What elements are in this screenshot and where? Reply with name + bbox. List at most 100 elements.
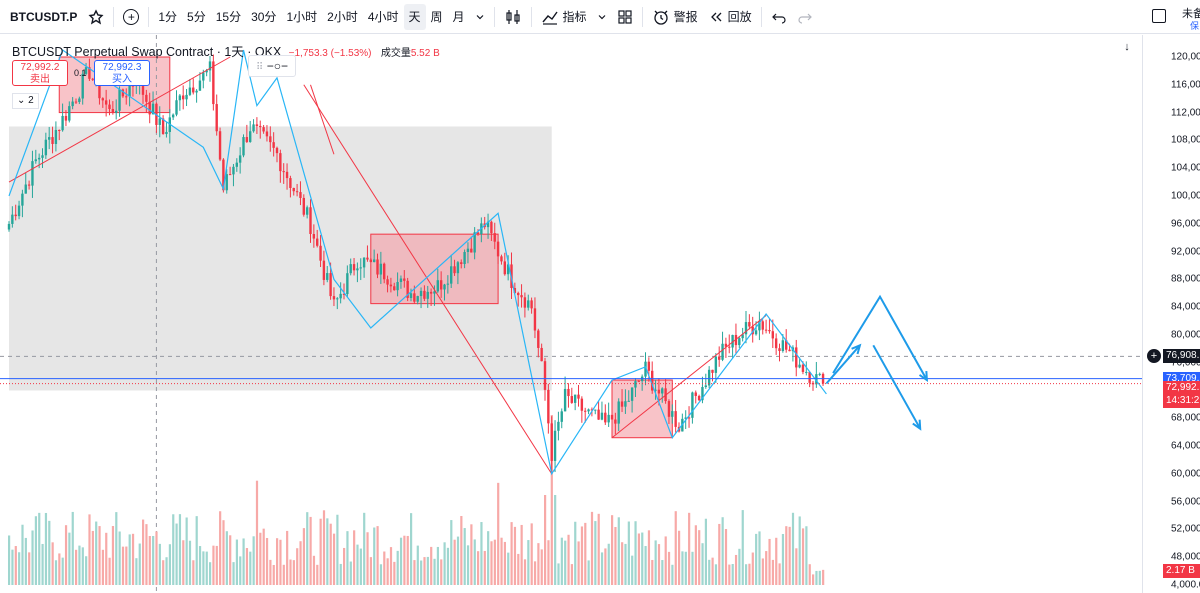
candle-body (634, 381, 637, 388)
candle-body (547, 389, 550, 424)
candle-body (503, 261, 506, 275)
toolbar-divider (493, 6, 495, 27)
candle-body (661, 388, 664, 394)
volume-bar (738, 548, 741, 585)
volume-bar (95, 521, 98, 585)
volume-bar (262, 528, 265, 585)
candles-chart-type-icon[interactable] (499, 4, 527, 30)
legend-title: BTCUSDT Perpetual Swap Contract · 1天 · O… (12, 45, 282, 59)
candle-body (161, 118, 165, 135)
candle-body (704, 385, 707, 387)
candle-body (31, 161, 34, 186)
add-symbol-icon[interactable]: + (118, 4, 144, 30)
interval-dropdown-chevron-icon[interactable] (470, 4, 490, 30)
interval-10-button[interactable]: 月 (452, 10, 465, 24)
interval-9-button[interactable]: 周 (430, 10, 443, 24)
candle-body (470, 248, 473, 253)
candle-body (476, 232, 480, 235)
volume-bar (567, 534, 570, 585)
candle-body (158, 118, 161, 125)
indicators-button[interactable]: 指标 (536, 4, 592, 30)
redo-icon[interactable] (792, 4, 818, 30)
volume-bar (138, 543, 141, 585)
price-chart[interactable] (0, 35, 1142, 593)
candle-body (563, 388, 567, 412)
chart-pane[interactable]: BTCUSDT Perpetual Swap Contract · 1天 · O… (0, 35, 1142, 593)
candle-body (182, 95, 185, 100)
candle-body (342, 293, 346, 295)
volume-bar (373, 527, 376, 585)
volume-bar (205, 551, 208, 585)
account-label[interactable]: 未备 (1182, 8, 1200, 20)
candle-body (493, 233, 496, 242)
candle-body (295, 191, 299, 193)
layout-grid-icon[interactable] (612, 4, 638, 30)
indicators-chevron-icon[interactable] (592, 4, 612, 30)
candle-body (349, 264, 352, 274)
account-sublabel[interactable]: 保 (1190, 21, 1200, 31)
candle-body (312, 234, 316, 239)
interval-4-button[interactable]: 30分 (251, 10, 277, 24)
drawing-tool-panel[interactable]: ⠿ −○− (248, 55, 296, 77)
candle-body (530, 300, 533, 309)
volume-bar (68, 532, 71, 585)
volume-bar (584, 522, 587, 585)
volume-bar (490, 541, 493, 585)
volume-bar (292, 560, 295, 585)
interval-6-button[interactable]: 2小时 (327, 10, 358, 24)
volume-bar (745, 564, 748, 585)
interval-5-button[interactable]: 1小时 (286, 10, 318, 24)
candle-body (366, 257, 369, 260)
candle-body (557, 421, 560, 431)
volume-bar (587, 560, 590, 585)
sell-label: 卖出 (30, 74, 50, 85)
undo-icon[interactable] (766, 4, 792, 30)
volume-bar (309, 516, 312, 585)
replay-button[interactable]: 回放 (703, 4, 757, 30)
fullscreen-icon[interactable] (1152, 9, 1166, 23)
volume-bar (557, 563, 560, 585)
indicator-count-toggle[interactable]: ⌄ 2 (12, 93, 39, 109)
volume-bar (480, 522, 483, 585)
buy-button[interactable]: 72,992.3 买入 (94, 60, 150, 86)
candle-body (600, 412, 604, 420)
candle-body (416, 296, 419, 302)
symbol-search-button[interactable]: BTCUSDT.P (10, 9, 78, 24)
favorite-icon[interactable] (83, 4, 109, 30)
volume-bar (18, 552, 21, 585)
volume-bar (279, 539, 282, 585)
interval-7-button[interactable]: 4小时 (367, 10, 399, 24)
add-alert-plus-icon[interactable]: + (1147, 349, 1161, 364)
alert-button[interactable]: 警报 (647, 4, 703, 30)
volume-bar (607, 543, 610, 585)
volume-bar (105, 532, 108, 585)
candle-body (279, 153, 282, 172)
volume-bar (296, 548, 299, 585)
candle-body (473, 232, 476, 253)
price-axis[interactable]: 120,000. 116,000. 112,000. 108,000. 104,000.… (1142, 35, 1200, 593)
volume-bar (379, 564, 383, 585)
candle-body (151, 103, 155, 115)
candle-body (54, 129, 58, 144)
sell-button[interactable]: 72,992.2 卖出 (12, 60, 68, 86)
interval-3-button[interactable]: 15分 (215, 10, 242, 24)
line-tool-icon[interactable]: −○− (266, 59, 288, 73)
interval-8-button[interactable]: 天 (403, 3, 426, 30)
interval-1-button[interactable]: 1分 (158, 10, 178, 24)
rewind-icon (710, 12, 722, 21)
candle-body (81, 73, 84, 99)
interval-2-button[interactable]: 5分 (187, 10, 206, 24)
candle-body (302, 197, 305, 215)
volume-bar (433, 558, 436, 585)
candle-body (215, 104, 218, 132)
candle-body (778, 348, 781, 352)
candle-body (393, 286, 396, 291)
drag-handle-icon[interactable]: ⠿ (256, 62, 264, 73)
candle-body (721, 343, 724, 360)
volume-bar (765, 551, 768, 585)
candle-body (577, 394, 580, 399)
candle-body (316, 238, 319, 246)
volume-bar (75, 549, 78, 585)
scroll-down-arrow-icon[interactable]: ↓ (1124, 41, 1130, 53)
volume-bar (111, 526, 115, 585)
